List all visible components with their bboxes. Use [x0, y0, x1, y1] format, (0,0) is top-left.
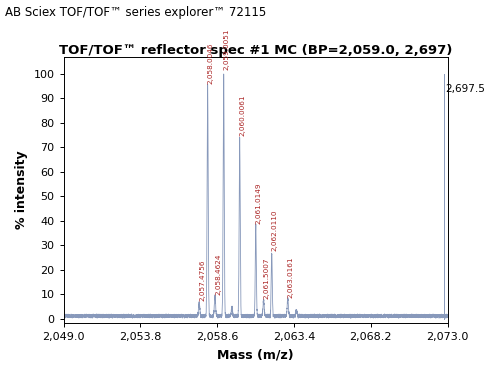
Text: 2,057.4756: 2,057.4756 — [199, 260, 205, 302]
Title: TOF/TOF™ reflector spec #1 MC (BP=2,059.0, 2,697): TOF/TOF™ reflector spec #1 MC (BP=2,059.… — [59, 44, 452, 57]
Text: 2,063.0161: 2,063.0161 — [288, 256, 294, 298]
X-axis label: Mass (m/z): Mass (m/z) — [218, 348, 294, 361]
Text: 2,058.4624: 2,058.4624 — [215, 254, 221, 295]
Text: 2,697.5: 2,697.5 — [445, 84, 485, 94]
Text: 2,059.0051: 2,059.0051 — [224, 29, 230, 70]
Y-axis label: % intensity: % intensity — [15, 151, 28, 229]
Text: AB Sciex TOF/TOF™ series explorer™ 72115: AB Sciex TOF/TOF™ series explorer™ 72115 — [5, 6, 266, 19]
Text: 2,060.0061: 2,060.0061 — [240, 95, 246, 136]
Text: 2,062.0110: 2,062.0110 — [272, 210, 278, 251]
Text: 2,061.0149: 2,061.0149 — [256, 183, 262, 224]
Text: 2,058.0046: 2,058.0046 — [208, 42, 214, 84]
Text: 2,061.5007: 2,061.5007 — [264, 258, 270, 299]
